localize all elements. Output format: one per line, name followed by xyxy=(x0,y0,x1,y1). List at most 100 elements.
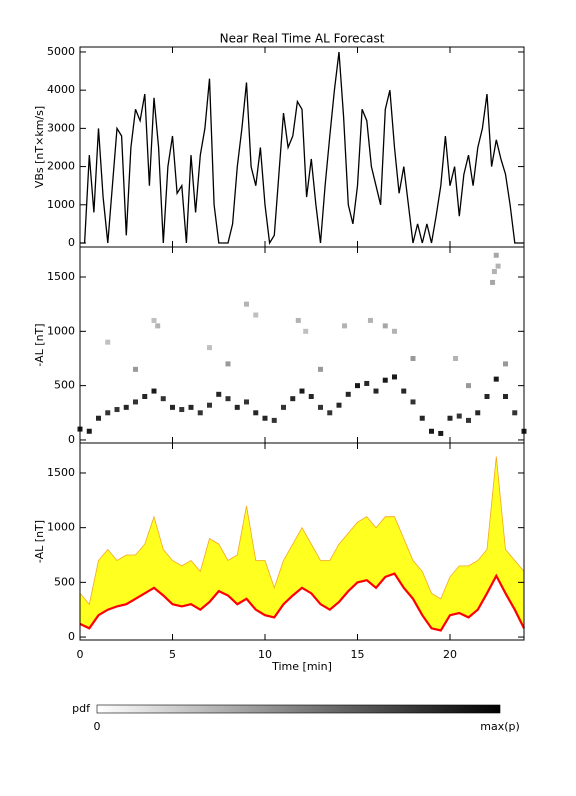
density-cell xyxy=(484,393,490,399)
density-cell xyxy=(114,407,120,413)
density-cell xyxy=(466,417,471,423)
density-cell xyxy=(271,417,277,423)
panel-frame xyxy=(79,442,525,641)
density-cell xyxy=(155,323,161,329)
panel-frame xyxy=(79,46,525,248)
y-axis-label: -AL [nT] xyxy=(33,520,46,563)
y-tick-label: 1500 xyxy=(47,270,75,283)
x-tick-label: 15 xyxy=(351,648,365,661)
density-cell xyxy=(290,396,296,402)
y-tick-label: 1000 xyxy=(47,198,75,211)
density-cell xyxy=(207,345,212,351)
density-cell xyxy=(429,428,434,434)
density-cell xyxy=(105,410,111,416)
density-cell xyxy=(382,323,388,329)
colorbar-max: max(p) xyxy=(480,720,520,733)
density-cell xyxy=(253,312,259,318)
y-tick-label: 2000 xyxy=(47,160,75,173)
density-cell xyxy=(342,323,348,329)
density-cell xyxy=(225,361,231,367)
density-cell xyxy=(207,402,212,408)
density-cell xyxy=(367,317,373,323)
density-cell xyxy=(466,383,471,389)
y-tick-label: 0 xyxy=(68,630,75,643)
density-cell xyxy=(327,410,333,416)
x-tick-label: 10 xyxy=(258,648,272,661)
density-cell xyxy=(401,388,407,394)
x-tick-label: 0 xyxy=(77,648,84,661)
density-cell xyxy=(456,413,462,419)
density-cell xyxy=(160,396,166,402)
density-cell xyxy=(299,388,305,394)
colorbar-min: 0 xyxy=(94,720,101,733)
x-tick-label: 20 xyxy=(443,648,457,661)
density-cell xyxy=(336,402,342,408)
x-axis-label: Time [min] xyxy=(271,660,332,673)
density-cell xyxy=(225,396,231,402)
density-cell xyxy=(123,404,129,410)
density-cell xyxy=(244,399,249,405)
y-tick-label: 4000 xyxy=(47,83,75,96)
x-tick-label: 5 xyxy=(169,648,176,661)
density-cell xyxy=(253,410,259,416)
density-cell xyxy=(512,410,518,416)
colorbar-label: pdf xyxy=(72,702,91,715)
density-cell xyxy=(244,301,249,307)
density-cell xyxy=(447,415,453,421)
density-cell xyxy=(493,376,499,382)
density-cell xyxy=(475,410,481,416)
y-tick-label: 500 xyxy=(54,379,75,392)
density-cell xyxy=(86,428,92,434)
y-tick-label: 1000 xyxy=(47,324,75,337)
density-cell xyxy=(216,391,222,397)
band-fill xyxy=(80,456,524,631)
density-cell xyxy=(151,388,157,394)
density-cell xyxy=(410,399,416,405)
density-cell xyxy=(96,415,101,421)
y-tick-label: 500 xyxy=(54,575,75,588)
density-cell xyxy=(188,404,194,410)
density-cell xyxy=(133,366,138,372)
density-cell xyxy=(453,355,459,361)
density-cell xyxy=(493,252,499,258)
density-cell xyxy=(382,377,388,383)
density-cell xyxy=(133,399,138,405)
density-cell xyxy=(364,380,370,386)
density-cell xyxy=(151,317,157,323)
density-cell xyxy=(495,263,501,269)
density-cell xyxy=(503,361,508,367)
density-cell xyxy=(308,393,314,399)
density-cell xyxy=(262,415,268,421)
density-cell xyxy=(410,355,416,361)
density-cell xyxy=(392,374,397,380)
y-axis-label: -AL [nT] xyxy=(33,323,46,366)
data-line xyxy=(80,51,524,245)
density-cell xyxy=(392,328,397,334)
density-cell xyxy=(345,391,351,397)
y-tick-label: 0 xyxy=(68,433,75,446)
upper-line xyxy=(79,456,525,606)
y-tick-label: 1000 xyxy=(47,521,75,534)
density-cell xyxy=(491,269,497,275)
y-tick-label: 1500 xyxy=(47,466,75,479)
density-cell xyxy=(197,410,203,416)
density-cell xyxy=(419,415,425,421)
density-cell xyxy=(179,407,185,413)
density-cell xyxy=(170,404,175,410)
density-cell xyxy=(503,393,508,399)
y-axis-label: VBs [nT×km/s] xyxy=(33,106,46,188)
density-cell xyxy=(234,404,240,410)
median-line xyxy=(79,572,525,632)
density-cell xyxy=(373,388,379,394)
density-cell xyxy=(318,404,323,410)
density-cell xyxy=(355,383,360,389)
y-tick-label: 0 xyxy=(68,236,75,249)
density-cell xyxy=(438,430,444,436)
density-cell xyxy=(281,404,286,410)
y-tick-label: 3000 xyxy=(47,121,75,134)
density-cell xyxy=(142,393,148,399)
density-cell xyxy=(303,328,309,334)
colorbar xyxy=(96,704,501,714)
y-tick-label: 5000 xyxy=(47,45,75,58)
